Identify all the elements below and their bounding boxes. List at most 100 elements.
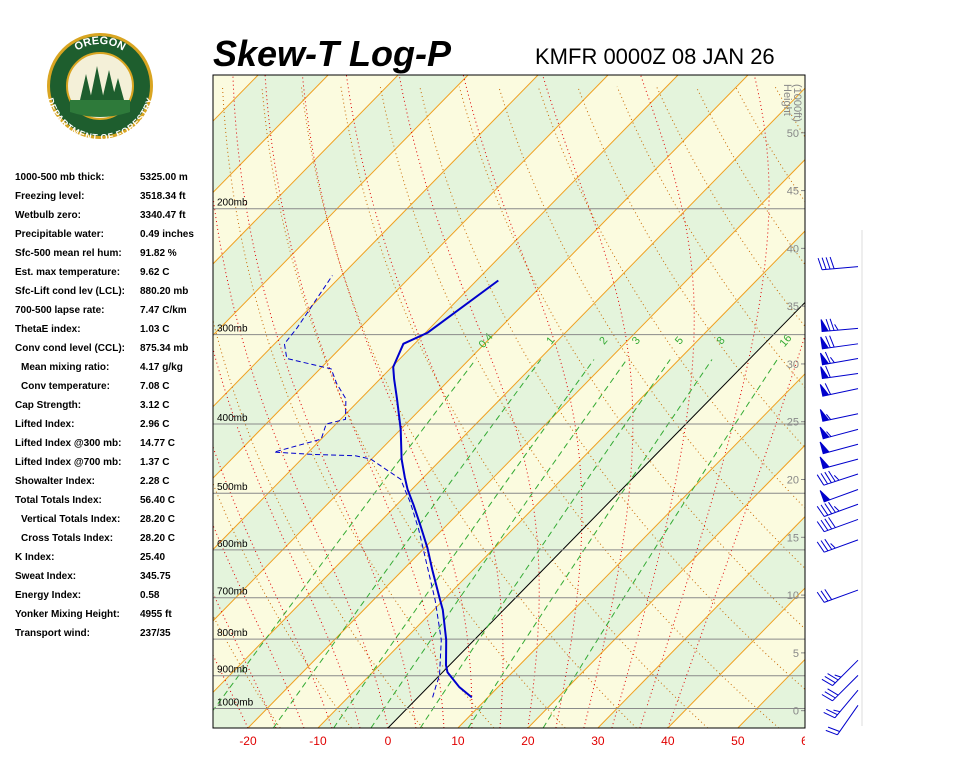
dry-adiabat (815, 87, 960, 728)
y2-tick-label: 40 (787, 243, 799, 255)
chart-subtitle: KMFR 0000Z 08 JAN 26 (535, 44, 775, 69)
index-label: Transport wind: (15, 628, 90, 639)
index-value: 25.40 (140, 552, 165, 563)
x-tick-label: 0 (385, 734, 392, 748)
index-label: Showalter Index: (15, 476, 95, 487)
isotherm (213, 75, 679, 551)
index-value: 14.77 C (140, 438, 175, 449)
index-value: 4955 ft (140, 609, 172, 620)
index-value: 7.47 C/km (140, 305, 187, 316)
dry-adiabat (261, 86, 566, 728)
dry-adiabat (222, 86, 495, 728)
index-label: Conv temperature: (21, 381, 110, 392)
index-label: Conv cond level (CCL): (15, 343, 125, 354)
x-tick-label: 40 (661, 734, 675, 748)
temperature-line (392, 279, 499, 699)
plot-background: 0.4 1 2 3 5 8 16 (213, 75, 960, 728)
dry-adiabat (933, 87, 960, 728)
x-tick-label: -10 (309, 734, 327, 748)
wind-barb (816, 538, 859, 553)
moist-adiabat (213, 445, 333, 728)
index-label: Vertical Totals Index: (21, 514, 120, 525)
wind-barb (816, 470, 859, 486)
index-label: Lifted Index: (15, 419, 74, 430)
x-tick-label: 20 (521, 734, 535, 748)
moist-adiabat (398, 75, 540, 728)
wind-barb (820, 365, 859, 380)
index-label: Est. max temperature: (15, 267, 120, 278)
wind-barb (817, 256, 859, 271)
y2-tick-label: 10 (787, 590, 799, 602)
wind-barb (819, 489, 859, 503)
y2-tick-label: 45 (787, 186, 799, 198)
moist-adiabat (639, 75, 770, 728)
x-tick-label: 10 (451, 734, 465, 748)
index-label: Mean mixing ratio: (21, 362, 109, 373)
y-tick-label: 600mb (217, 539, 248, 550)
mixing-ratio-line (272, 359, 542, 728)
x-tick-label: 30 (591, 734, 605, 748)
plot-foreground: 200mb 300mb 400mb 500mb 600mb 700mb 800mb 900mb… (217, 84, 805, 718)
x-tick-labels: -20 -10 0 10 20 30 40 50 60 (239, 734, 805, 748)
y2-tick-label: 15 (787, 532, 799, 544)
index-label: Lifted Index @700 mb: (15, 457, 121, 468)
plot-frame (212, 74, 806, 729)
y-tick-label: 300mb (217, 324, 248, 335)
index-label: Precipitable water: (15, 229, 104, 240)
isotherm-grid (247, 158, 805, 728)
y2-tick-label: 25 (787, 417, 799, 429)
logo-top: OREGON (73, 35, 128, 54)
index-value: 28.20 C (140, 533, 175, 544)
index-label: K Index: (15, 552, 54, 563)
index-label: Freezing level: (15, 191, 84, 202)
index-label: Energy Index: (15, 590, 81, 601)
isotherm-grid (597, 515, 805, 728)
wind-barb (819, 441, 859, 455)
index-value: 0.49 inches (140, 229, 194, 240)
isotherm (213, 75, 539, 408)
index-label: ThetaE index: (15, 324, 81, 335)
index-value: 3340.47 ft (140, 210, 186, 221)
y-tick-label: 200mb (217, 198, 248, 209)
y-tick-label: 400mb (217, 413, 248, 424)
isotherm-grid (808, 75, 960, 728)
wind-barb (816, 517, 859, 533)
isotherm-grid (387, 301, 805, 728)
wind-barb (819, 383, 859, 397)
isotherm (213, 75, 469, 336)
index-value: 91.82 % (140, 248, 177, 259)
wind-barb (820, 335, 859, 350)
wind-barb (821, 659, 859, 687)
y2-tick-label: 5 (793, 648, 799, 660)
y2-tick-label: 35 (787, 301, 799, 313)
dry-adiabat (893, 87, 960, 728)
dry-adiabat (379, 86, 780, 728)
y-tick-label: 500mb (217, 482, 248, 493)
y2-tick-label: 20 (787, 475, 799, 487)
wind-barb (819, 409, 859, 422)
index-label: Cross Totals Index: (21, 533, 113, 544)
wind-barb (816, 589, 859, 603)
wind-barb (820, 351, 859, 366)
y-tick-label: 800mb (217, 628, 248, 639)
index-label: Sweat Index: (15, 571, 76, 582)
moist-adiabat (667, 333, 805, 728)
dewpoint-line (273, 275, 442, 698)
dry-adiabat (300, 86, 637, 728)
band (213, 75, 805, 693)
isotherm-grid (457, 373, 805, 728)
isotherm-grid (667, 587, 805, 728)
index-value: 2.28 C (140, 476, 169, 487)
index-value: 9.62 C (140, 267, 169, 278)
moist-adiabat (264, 75, 445, 728)
y2-axis-label: (1000ft) (791, 84, 803, 122)
index-value: 4.17 g/kg (140, 362, 183, 373)
x-tick-label: -20 (239, 734, 257, 748)
index-label: Total Totals Index: (15, 495, 102, 506)
index-value: 345.75 (140, 571, 171, 582)
index-value: 56.40 C (140, 495, 175, 506)
index-label: Cap Strength: (15, 400, 81, 411)
wind-barb (820, 318, 859, 333)
mixing-ratio-line (333, 359, 595, 728)
index-label: Yonker Mixing Height: (15, 609, 120, 620)
